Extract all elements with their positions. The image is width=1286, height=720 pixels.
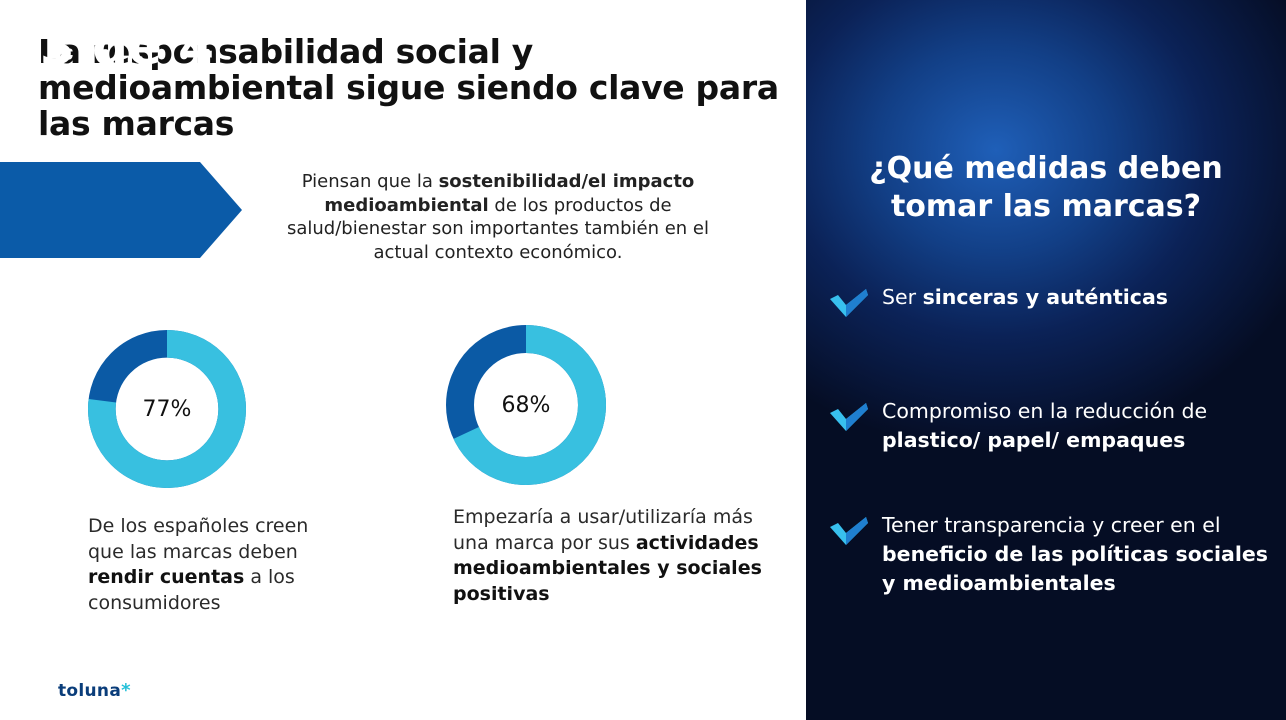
donut-value: 68% [501, 392, 551, 418]
donut-svg [446, 325, 606, 485]
measure-item-bold: plastico/ papel/ empaques [882, 428, 1186, 452]
donut-value-segment [446, 325, 606, 485]
measure-item-bold: sinceras y auténticas [922, 285, 1168, 309]
caption-77-text: De los españoles creen que las marcas de… [88, 515, 309, 563]
page-title: La responsabilidad social y medioambient… [38, 32, 779, 143]
toluna-logo: toluna* [58, 680, 131, 701]
caption-68-text: Empezaría a usar/utilizaría más una marc… [453, 506, 753, 554]
check-icon [830, 403, 868, 431]
question-title: ¿Qué medidas deben tomar las marcas? [869, 151, 1223, 224]
stat-banner [0, 162, 242, 258]
logo-text: toluna [58, 681, 122, 701]
logo-star: * [121, 680, 131, 701]
donut-chart-77: 77% [88, 330, 246, 488]
caption-68-bold: actividades medioambientales y sociales … [453, 531, 762, 605]
caption-77-text-2: a los consumidores [88, 566, 295, 614]
measure-item-text: Compromiso en la reducción de plastico/ … [882, 397, 1282, 455]
measure-item-text: Ser sinceras y auténticas [882, 283, 1282, 312]
stat-description-text: Piensan que la [301, 171, 439, 192]
right-panel: ¿Qué medidas deben tomar las marcas? Ser… [806, 0, 1286, 720]
left-panel: La responsabilidad social y medioambient… [0, 18, 780, 701]
check-icon [830, 517, 868, 545]
stat-description-bold: sostenibilidad/el impacto medioambiental [324, 171, 695, 216]
stat-banner-text: 3 de 4 [40, 18, 215, 76]
donut-svg [88, 330, 246, 488]
caption-77: De los españoles creen que las marcas de… [88, 514, 348, 616]
stat-description-text-2: de los productos de salud/bienestar son … [286, 194, 710, 263]
donut-value-segment [88, 330, 246, 488]
measure-item-text: Tener transparencia y creer en el benefi… [882, 511, 1282, 598]
donut-value: 77% [142, 396, 192, 422]
caption-77-bold: rendir cuentas [88, 566, 245, 588]
measure-item-bold: beneficio de las políticas sociales y me… [882, 542, 1268, 595]
measure-item-plain: Compromiso en la reducción de [882, 399, 1208, 423]
stat-description: Piensan que la sostenibilidad/el impacto… [268, 170, 728, 264]
donut-chart-68: 68% [446, 325, 606, 485]
measure-item-plain: Tener transparencia y creer en el [882, 513, 1221, 537]
caption-68: Empezaría a usar/utilizaría más una marc… [453, 505, 773, 607]
measure-item-plain: Ser [882, 285, 923, 309]
check-icon [830, 289, 868, 317]
